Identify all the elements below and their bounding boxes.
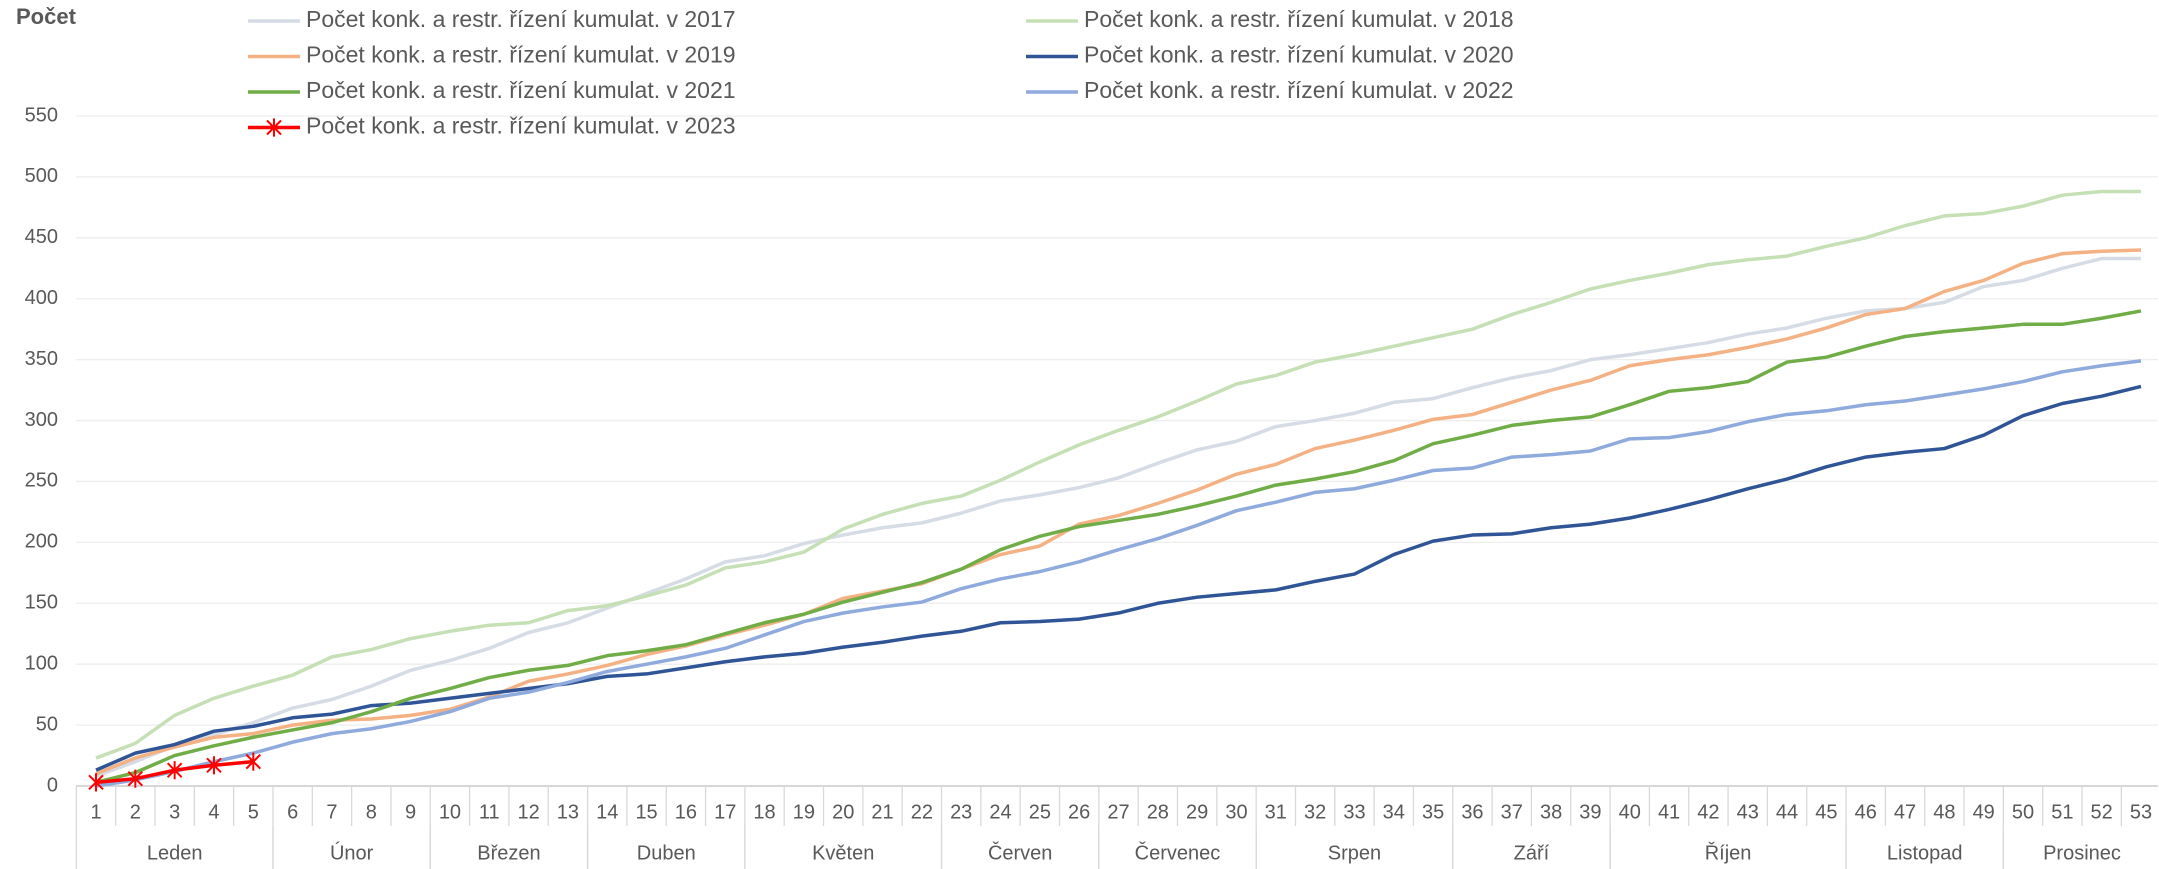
x-tick-label: 7 xyxy=(326,801,337,823)
x-tick-label: 35 xyxy=(1422,801,1444,823)
y-tick-label: 0 xyxy=(47,774,58,796)
x-tick-label: 14 xyxy=(596,801,618,823)
month-label: Prosinec xyxy=(2043,842,2121,864)
x-tick-label: 34 xyxy=(1383,801,1405,823)
x-tick-label: 1 xyxy=(90,801,101,823)
x-tick-label: 13 xyxy=(557,801,579,823)
x-tick-label: 49 xyxy=(1973,801,1995,823)
series-line xyxy=(95,248,2142,776)
y-tick-label: 550 xyxy=(25,104,58,126)
legend-label: Počet konk. a restr. řízení kumulat. v 2… xyxy=(306,6,736,32)
month-label: Srpen xyxy=(1328,842,1381,864)
y-tick-label: 450 xyxy=(25,226,58,248)
x-tick-label: 46 xyxy=(1855,801,1877,823)
y-tick-label: 350 xyxy=(25,348,58,370)
x-tick-label: 33 xyxy=(1343,801,1365,823)
series-line xyxy=(95,189,2141,760)
x-tick-label: 32 xyxy=(1304,801,1326,823)
x-tick-label: 26 xyxy=(1068,801,1090,823)
legend-marker xyxy=(266,118,282,137)
series-marker xyxy=(127,769,144,788)
x-tick-label: 15 xyxy=(635,801,657,823)
legend-label: Počet konk. a restr. řízení kumulat. v 2… xyxy=(306,113,736,139)
x-tick-label: 42 xyxy=(1697,801,1719,823)
x-tick-label: 10 xyxy=(439,801,461,823)
x-tick-label: 44 xyxy=(1776,801,1798,823)
month-label: Leden xyxy=(147,842,203,864)
month-label: Květen xyxy=(812,842,874,864)
x-tick-label: 43 xyxy=(1737,801,1759,823)
x-tick-label: 24 xyxy=(989,801,1011,823)
x-tick-label: 40 xyxy=(1619,801,1641,823)
x-tick-label: 8 xyxy=(366,801,377,823)
x-tick-label: 28 xyxy=(1147,801,1169,823)
x-tick-label: 39 xyxy=(1579,801,1601,823)
x-tick-label: 6 xyxy=(287,801,298,823)
x-tick-label: 4 xyxy=(208,801,219,823)
month-label: Březen xyxy=(477,842,540,864)
month-label: Červenec xyxy=(1135,841,1221,864)
month-label: Červen xyxy=(988,841,1052,864)
series-line xyxy=(95,359,2142,788)
x-tick-label: 3 xyxy=(169,801,180,823)
month-label: Únor xyxy=(330,841,374,864)
series-line xyxy=(95,256,2141,778)
y-axis-label: Počet xyxy=(16,4,77,29)
x-tick-label: 51 xyxy=(2051,801,2073,823)
month-label: Říjen xyxy=(1705,841,1752,864)
x-tick-label: 9 xyxy=(405,801,416,823)
series-line xyxy=(95,309,2142,785)
x-tick-label: 25 xyxy=(1029,801,1051,823)
x-tick-label: 29 xyxy=(1186,801,1208,823)
x-tick-label: 20 xyxy=(832,801,854,823)
y-tick-label: 400 xyxy=(25,287,58,309)
y-tick-label: 500 xyxy=(25,165,58,187)
x-tick-label: 18 xyxy=(753,801,775,823)
series-line xyxy=(95,384,2142,772)
x-tick-label: 5 xyxy=(248,801,259,823)
series-marker xyxy=(88,773,104,792)
legend-label: Počet konk. a restr. řízení kumulat. v 2… xyxy=(1084,6,1514,32)
x-tick-label: 27 xyxy=(1107,801,1129,823)
legend-label: Počet konk. a restr. řízení kumulat. v 2… xyxy=(1084,77,1514,103)
month-label: Listopad xyxy=(1887,842,1963,864)
month-label: Září xyxy=(1514,842,1550,864)
x-tick-label: 23 xyxy=(950,801,972,823)
x-tick-label: 53 xyxy=(2130,801,2152,823)
y-tick-label: 50 xyxy=(36,713,58,735)
y-tick-label: 300 xyxy=(25,409,58,431)
x-tick-label: 2 xyxy=(130,801,141,823)
x-tick-label: 16 xyxy=(675,801,697,823)
x-tick-label: 30 xyxy=(1225,801,1247,823)
x-tick-label: 11 xyxy=(479,801,500,823)
x-tick-label: 47 xyxy=(1894,801,1916,823)
series-marker xyxy=(206,756,222,775)
x-tick-label: 45 xyxy=(1815,801,1837,823)
x-tick-label: 38 xyxy=(1540,801,1562,823)
month-label: Duben xyxy=(637,842,696,864)
x-tick-label: 12 xyxy=(517,801,539,823)
x-tick-label: 36 xyxy=(1461,801,1483,823)
series-marker xyxy=(166,761,183,780)
y-tick-label: 200 xyxy=(25,531,58,553)
legend-label: Počet konk. a restr. řízení kumulat. v 2… xyxy=(306,77,736,103)
x-tick-label: 31 xyxy=(1265,801,1287,823)
legend-label: Počet konk. a restr. řízení kumulat. v 2… xyxy=(306,42,736,68)
x-tick-label: 17 xyxy=(714,801,736,823)
x-tick-label: 48 xyxy=(1933,801,1955,823)
x-tick-label: 22 xyxy=(911,801,933,823)
x-tick-label: 52 xyxy=(2091,801,2113,823)
y-tick-label: 100 xyxy=(25,652,58,674)
x-tick-label: 21 xyxy=(871,801,893,823)
x-tick-label: 19 xyxy=(793,801,815,823)
x-tick-label: 41 xyxy=(1658,801,1680,823)
series-marker xyxy=(245,752,262,771)
x-tick-label: 37 xyxy=(1501,801,1523,823)
y-tick-label: 250 xyxy=(25,470,58,492)
y-tick-label: 150 xyxy=(25,592,58,614)
legend-label: Počet konk. a restr. řízení kumulat. v 2… xyxy=(1084,42,1514,68)
x-tick-label: 50 xyxy=(2012,801,2034,823)
